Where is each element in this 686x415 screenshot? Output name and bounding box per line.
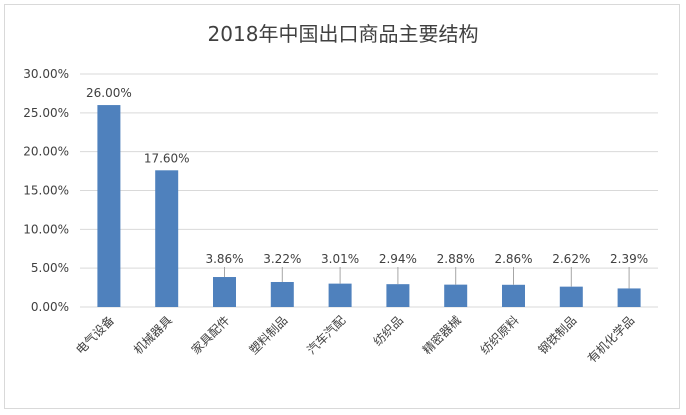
bar (502, 284, 525, 307)
data-labels: 26.00% 17.60% 3.86% 3.22% 3.01% 2.94% 2.88% 2.8… (86, 86, 648, 289)
category-label: 钢铁制品 (536, 313, 580, 357)
bar (444, 284, 468, 307)
data-label: 2.39% (610, 252, 648, 266)
bar (97, 105, 121, 307)
data-label: 2.88% (437, 252, 475, 266)
data-label: 26.00% (86, 86, 132, 100)
data-label: 3.22% (263, 252, 301, 266)
category-label: 电气设备 (72, 313, 117, 358)
data-label: 3.86% (205, 252, 243, 266)
category-label: 纺织原料 (478, 313, 522, 357)
y-tick-label: 15.00% (23, 184, 69, 198)
category-label: 精密器械 (419, 313, 464, 358)
y-tick-label: 0.00% (31, 300, 69, 314)
y-tick-label: 30.00% (23, 67, 69, 81)
data-label: 2.62% (552, 252, 590, 266)
data-label: 3.01% (321, 252, 359, 266)
bars (97, 105, 641, 307)
data-label: 2.94% (379, 252, 417, 266)
bar (617, 288, 641, 307)
category-label: 汽车汽配 (304, 313, 349, 358)
bar (559, 286, 583, 307)
y-axis-ticks: 0.00% 5.00% 10.00% 15.00% 20.00% 25.00% 30.00% (23, 67, 69, 314)
bar (328, 283, 352, 307)
category-label: 有机化学品 (584, 313, 637, 366)
y-tick-label: 5.00% (31, 261, 69, 275)
category-labels: 电气设备 机械器具 家具配件 塑料制品 汽车汽配 纺织品 精密器械 纺织原料 钢铁制品 有机化学品 (72, 313, 637, 366)
category-label: 机械器具 (130, 313, 175, 358)
y-tick-label: 10.00% (23, 222, 69, 236)
bar (386, 284, 410, 307)
category-label: 家具配件 (188, 313, 233, 358)
y-tick-label: 20.00% (23, 145, 69, 159)
data-label: 2.86% (494, 252, 532, 266)
chart-title: 2018年中国出口商品主要结构 (208, 22, 479, 46)
category-label: 纺织品 (371, 313, 406, 348)
bar (270, 281, 294, 307)
y-tick-label: 25.00% (23, 106, 69, 120)
category-label: 塑料制品 (246, 313, 291, 358)
data-label: 17.60% (144, 151, 190, 165)
bar (155, 170, 179, 307)
bar (213, 277, 236, 307)
